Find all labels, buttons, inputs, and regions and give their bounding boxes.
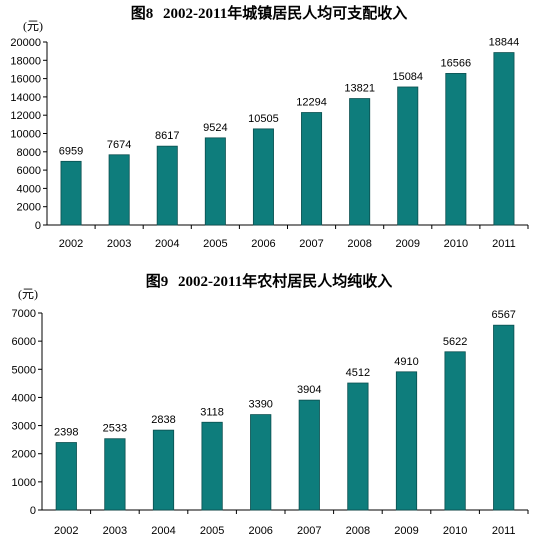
bar — [152, 429, 175, 511]
data-label: 6959 — [59, 145, 83, 157]
data-label: 8617 — [155, 130, 179, 142]
x-tick-label: 2008 — [347, 238, 371, 250]
data-label: 15084 — [392, 71, 423, 83]
x-tick-label: 2005 — [200, 525, 224, 537]
figure-title-text: 2002-2011年城镇居民人均可支配收入 — [163, 6, 408, 22]
data-label: 5622 — [443, 336, 467, 348]
data-label: 4910 — [394, 356, 418, 368]
data-label: 3390 — [248, 399, 272, 411]
x-tick-label: 2009 — [394, 525, 418, 537]
bar — [397, 86, 419, 226]
y-axis-unit-label: (元) — [23, 19, 43, 33]
data-label: 9524 — [203, 122, 227, 134]
x-tick-label: 2002 — [54, 525, 78, 537]
x-tick-label: 2008 — [346, 525, 370, 537]
data-label: 3118 — [200, 406, 224, 418]
bar — [204, 137, 226, 226]
bar — [252, 128, 274, 226]
y-tick-label: 4000 — [12, 392, 36, 404]
x-tick-label: 2003 — [103, 525, 127, 537]
bar — [301, 112, 323, 226]
y-tick-label: 1000 — [12, 477, 36, 489]
chart-title: 图9 2002-2011年农村居民人均纯收入 — [0, 270, 538, 291]
x-tick-label: 2007 — [299, 238, 323, 250]
x-tick-label: 2006 — [248, 525, 272, 537]
bar — [444, 351, 466, 511]
x-tick-label: 2011 — [492, 238, 516, 250]
bar — [493, 324, 515, 511]
x-tick-label: 2002 — [59, 238, 83, 250]
data-label: 2533 — [103, 423, 127, 435]
bar — [156, 145, 178, 226]
chart-rural-income: 图9 2002-2011年农村居民人均纯收入 (元) 0 1000 2000 3000 4… — [0, 268, 538, 540]
data-label: 13821 — [344, 83, 375, 95]
bar — [201, 421, 223, 511]
x-tick-label: 2011 — [492, 525, 516, 537]
bar — [60, 160, 82, 226]
bar — [108, 154, 130, 226]
chart-plot-area: (元) 0 1000 2000 3000 4000 5000 6000 7000 2398 2002… — [12, 287, 529, 537]
chart-plot-area: (元) 0 2000 4000 6000 8000 10000 12000 14000 16000… — [10, 19, 529, 250]
x-tick-label: 2007 — [297, 525, 321, 537]
y-tick-label: 6000 — [12, 336, 36, 348]
y-tick-label: 12000 — [10, 110, 41, 122]
bar — [347, 382, 369, 511]
y-axis-unit-label: (元) — [18, 287, 38, 301]
x-tick-label: 2010 — [443, 525, 467, 537]
chart-urban-income: 图8 2002-2011年城镇居民人均可支配收入 (元) 0 2000 4000 600… — [0, 0, 538, 262]
bar — [104, 438, 126, 511]
data-label: 6567 — [491, 309, 515, 321]
y-tick-label: 16000 — [10, 74, 41, 86]
bar — [395, 371, 418, 511]
y-tick-label: 10000 — [10, 129, 41, 141]
bar — [55, 442, 77, 511]
y-tick-label: 2000 — [17, 202, 41, 214]
bar — [445, 73, 467, 226]
y-tick-label: 0 — [35, 220, 41, 232]
data-label: 2838 — [151, 414, 175, 426]
y-tick-label: 5000 — [12, 364, 36, 376]
y-tick-label: 7000 — [12, 308, 36, 320]
y-tick-label: 18000 — [10, 55, 41, 67]
y-tick-label: 2000 — [12, 449, 36, 461]
y-tick-label: 6000 — [17, 165, 41, 177]
y-tick-label: 14000 — [10, 92, 41, 104]
x-tick-label: 2003 — [107, 238, 131, 250]
bar — [493, 52, 515, 226]
x-tick-label: 2010 — [444, 238, 468, 250]
data-label: 3904 — [297, 384, 321, 396]
figure-title-text: 2002-2011年农村居民人均纯收入 — [178, 274, 393, 290]
y-tick-label: 8000 — [17, 147, 41, 159]
x-tick-label: 2009 — [396, 238, 420, 250]
data-label: 4512 — [346, 367, 370, 379]
x-tick-label: 2005 — [203, 238, 227, 250]
figure-number: 图9 — [145, 274, 169, 290]
figure-number: 图8 — [130, 6, 154, 22]
x-tick-label: 2006 — [251, 238, 275, 250]
chart-title: 图8 2002-2011年城镇居民人均可支配收入 — [0, 2, 538, 23]
y-tick-label: 20000 — [10, 37, 41, 49]
data-label: 10505 — [248, 113, 279, 125]
x-tick-label: 2004 — [151, 525, 175, 537]
y-tick-label: 3000 — [12, 421, 36, 433]
bar — [298, 399, 320, 511]
data-label: 12294 — [296, 97, 327, 109]
y-tick-label: 4000 — [17, 183, 41, 195]
y-tick-label: 0 — [30, 505, 36, 517]
bar — [250, 414, 272, 511]
data-label: 16566 — [441, 57, 472, 69]
bar — [349, 98, 371, 226]
data-label: 7674 — [107, 139, 131, 151]
x-tick-label: 2004 — [155, 238, 179, 250]
data-label: 18844 — [489, 37, 520, 49]
data-label: 2398 — [54, 427, 78, 439]
